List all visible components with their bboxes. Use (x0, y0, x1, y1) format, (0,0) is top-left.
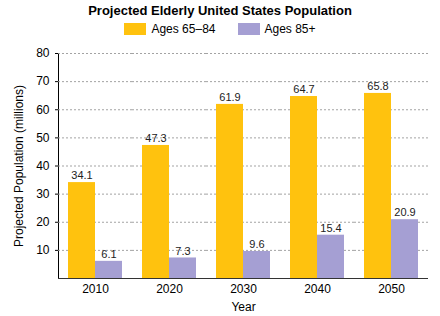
svg-text:60: 60 (36, 103, 50, 117)
html-text:Ages 65–84: Ages 65–84 (151, 22, 216, 36)
svg-text:50: 50 (36, 131, 50, 145)
html-text:Ages 85+: Ages 85+ (264, 22, 316, 36)
svg-text:64.7: 64.7 (293, 83, 314, 95)
svg-text:Projected Population (millions: Projected Population (millions) (12, 85, 26, 247)
svg-text:6.1: 6.1 (101, 248, 116, 260)
svg-text:2040: 2040 (304, 282, 331, 296)
svg-text:7.3: 7.3 (175, 244, 190, 256)
svg-text:Year: Year (231, 300, 255, 314)
html-text:Projected Elderly United State: Projected Elderly United States Populati… (88, 3, 352, 18)
svg-text:9.6: 9.6 (249, 238, 264, 250)
svg-text:20.9: 20.9 (394, 206, 415, 218)
svg-text:80: 80 (36, 46, 50, 60)
svg-text:20: 20 (36, 215, 50, 229)
svg-text:30: 30 (36, 187, 50, 201)
svg-text:2030: 2030 (230, 282, 257, 296)
svg-text:61.9: 61.9 (219, 91, 240, 103)
svg-text:40: 40 (36, 159, 50, 173)
svg-text:2050: 2050 (378, 282, 405, 296)
svg-text:15.4: 15.4 (320, 222, 341, 234)
svg-text:47.3: 47.3 (145, 132, 166, 144)
svg-text:34.1: 34.1 (71, 169, 92, 181)
svg-text:2020: 2020 (156, 282, 183, 296)
svg-text:10: 10 (36, 243, 50, 257)
svg-text:70: 70 (36, 74, 50, 88)
svg-text:65.8: 65.8 (367, 80, 388, 92)
svg-text:2010: 2010 (82, 282, 109, 296)
